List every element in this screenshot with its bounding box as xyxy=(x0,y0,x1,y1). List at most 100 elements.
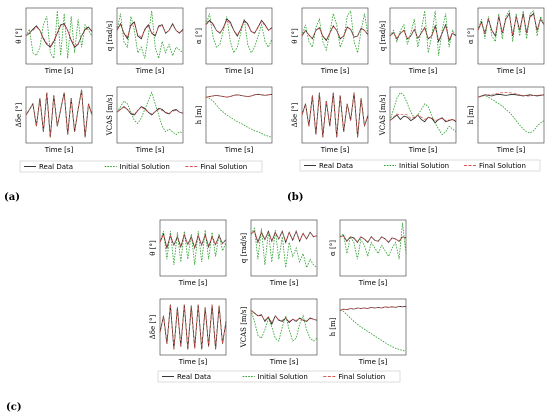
subplot-6: Time [s] h [m] xyxy=(195,86,273,154)
legend: Real Data Initial Solution Final Solution xyxy=(157,370,401,383)
subplot-3: Time [s] α [°] xyxy=(329,219,407,287)
x-axis-label: Time [s] xyxy=(224,146,254,154)
plot-frame xyxy=(205,86,273,144)
legend-label-final: Final Solution xyxy=(200,163,247,171)
final-solution-line xyxy=(250,309,318,324)
initial-solution-line xyxy=(339,222,407,260)
y-axis-label: α [°] xyxy=(329,240,337,256)
y-axis-label: h [m] xyxy=(467,105,475,124)
legend: Real Data Initial Solution Final Solution xyxy=(19,160,263,173)
subplot-2: Time [s] q [rad/s] xyxy=(106,7,184,75)
initial-solution-line xyxy=(477,94,545,134)
final-solution-line xyxy=(339,305,407,311)
y-axis-label: VCAS [m/s] xyxy=(240,306,248,348)
plot-frame xyxy=(477,86,545,144)
initial-solution-line xyxy=(389,10,457,56)
initial-solution-line xyxy=(116,91,184,136)
x-axis-label: Time [s] xyxy=(135,146,165,154)
initial-solution-line xyxy=(116,10,184,60)
y-axis-label: θ [°] xyxy=(149,240,157,256)
panel-b: Time [s] θ [°] Time [s] q [rad/s] Time [s] α … xyxy=(287,7,545,203)
subplot-1: Time [s] θ [°] xyxy=(291,7,369,75)
panel-label: (c) xyxy=(6,402,22,413)
panel-a: Time [s] θ [°] Time [s] q [rad/s] Time [s] α … xyxy=(4,7,273,203)
x-axis-label: Time [s] xyxy=(269,279,299,287)
x-axis-label: Time [s] xyxy=(496,67,526,75)
subplot-3: Time [s] α [°] xyxy=(195,7,273,75)
initial-solution-line xyxy=(389,92,457,136)
subplot-5: Time [s] VCAS [m/s] xyxy=(240,298,318,366)
legend-label-initial: Initial Solution xyxy=(120,163,170,171)
final-solution-line xyxy=(477,92,544,98)
y-axis-label: q [rad/s] xyxy=(379,21,387,51)
final-solution-line xyxy=(25,89,93,138)
final-solution-line xyxy=(116,106,184,115)
initial-solution-line xyxy=(250,227,318,269)
plot-frame xyxy=(116,86,184,144)
initial-solution-line xyxy=(205,96,273,138)
final-solution-line xyxy=(477,13,545,36)
plot-frame xyxy=(250,219,318,277)
x-axis-label: Time [s] xyxy=(358,358,388,366)
plot-frame xyxy=(250,298,318,356)
y-axis-label: Δδe [°] xyxy=(291,102,299,127)
y-axis-label: α [°] xyxy=(195,28,203,44)
y-axis-label: θ [°] xyxy=(291,28,299,44)
y-axis-label: θ [°] xyxy=(15,28,23,44)
y-axis-label: VCAS [m/s] xyxy=(379,94,387,136)
initial-solution-line xyxy=(301,9,369,53)
x-axis-label: Time [s] xyxy=(408,146,438,154)
x-axis-label: Time [s] xyxy=(224,67,254,75)
final-solution-line xyxy=(116,23,184,38)
legend-label-final: Final Solution xyxy=(338,373,385,381)
x-axis-label: Time [s] xyxy=(44,146,74,154)
y-axis-label: h [m] xyxy=(195,105,203,124)
final-solution-line xyxy=(389,24,457,42)
x-axis-label: Time [s] xyxy=(178,279,208,287)
final-solution-line xyxy=(25,24,93,47)
legend-label-real: Real Data xyxy=(319,162,353,170)
plot-frame xyxy=(25,86,93,144)
subplot-5: Time [s] VCAS [m/s] xyxy=(106,86,184,154)
final-solution-line xyxy=(389,113,457,121)
x-axis-label: Time [s] xyxy=(135,67,165,75)
x-axis-label: Time [s] xyxy=(320,67,350,75)
legend-label-real: Real Data xyxy=(177,373,211,381)
y-axis-label: q [rad/s] xyxy=(240,233,248,263)
legend-label-initial: Initial Solution xyxy=(258,373,308,381)
subplot-4: Time [s] Δδe [°] xyxy=(149,298,227,366)
final-solution-line xyxy=(159,304,227,350)
subplot-6: Time [s] h [m] xyxy=(329,298,407,366)
x-axis-label: Time [s] xyxy=(44,67,74,75)
real-data-line xyxy=(250,230,318,244)
final-solution-line xyxy=(205,19,273,36)
x-axis-label: Time [s] xyxy=(408,67,438,75)
initial-solution-line xyxy=(339,309,407,352)
legend: Real Data Initial Solution Final Solution xyxy=(299,159,541,172)
subplot-2: Time [s] q [rad/s] xyxy=(240,219,318,287)
final-solution-line xyxy=(205,93,273,98)
plot-frame xyxy=(389,86,457,144)
plot-frame xyxy=(205,7,273,65)
initial-solution-line xyxy=(25,10,93,60)
final-solution-line xyxy=(339,235,407,243)
subplot-2: Time [s] q [rad/s] xyxy=(379,7,457,75)
x-axis-label: Time [s] xyxy=(358,279,388,287)
subplot-1: Time [s] θ [°] xyxy=(149,219,227,287)
final-solution-line xyxy=(159,233,227,249)
initial-solution-line xyxy=(250,310,318,342)
panel-c: Time [s] θ [°] Time [s] q [rad/s] Time [s] α … xyxy=(6,219,407,413)
x-axis-label: Time [s] xyxy=(178,358,208,366)
final-solution-line xyxy=(301,25,369,40)
y-axis-label: α [°] xyxy=(467,28,475,44)
subplot-1: Time [s] θ [°] xyxy=(15,7,93,75)
legend-frame xyxy=(157,370,401,383)
y-axis-label: VCAS [m/s] xyxy=(106,94,114,136)
legend-label-real: Real Data xyxy=(39,163,73,171)
x-axis-label: Time [s] xyxy=(496,146,526,154)
legend-frame xyxy=(19,160,263,173)
subplot-4: Time [s] Δδe [°] xyxy=(15,86,93,154)
subplot-5: Time [s] VCAS [m/s] xyxy=(379,86,457,154)
subplot-3: Time [s] α [°] xyxy=(467,7,545,75)
subplot-6: Time [s] h [m] xyxy=(467,86,545,154)
